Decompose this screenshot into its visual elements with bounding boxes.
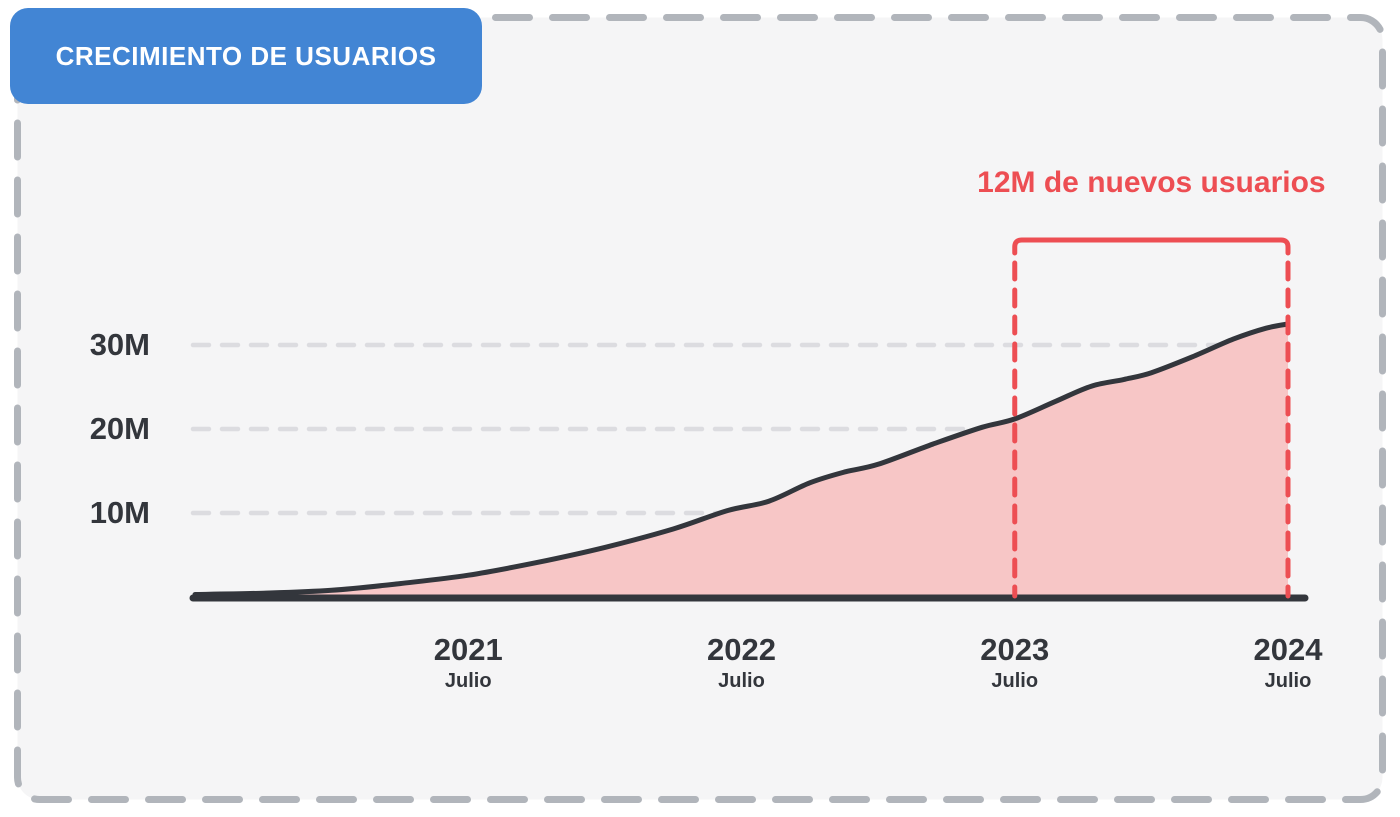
x-axis-month: Julio [718,669,765,692]
title-badge: CRECIMIENTO DE USUARIOS [10,8,482,104]
x-axis-month: Julio [991,669,1039,692]
growth-line [192,321,1291,597]
x-axis-label-2023: 2023 Julio [980,632,1050,693]
x-axis-year: 2021 [433,632,503,667]
x-axis-label-2021: 2021 Julio [433,632,503,693]
x-axis-label-2024: 2024 Julio [1253,632,1323,693]
growth-area-fill [195,324,1288,597]
y-axis-label-30M: 30M [89,327,150,362]
annotation-bracket [1012,237,1291,256]
x-axis-year: 2023 [980,632,1050,667]
y-axis-label-20M: 20M [89,411,150,446]
y-axis-label-10M: 10M [89,495,150,530]
annotation-label: 12M de nuevos usuarios [977,166,1326,199]
panel-dashed-border [14,14,1386,803]
x-axis-month: Julio [444,669,492,692]
panel-background [17,17,1383,800]
chart-title: CRECIMIENTO DE USUARIOS [55,40,437,71]
x-axis-month: Julio [1264,669,1312,692]
x-axis-label-2022: 2022 Julio [707,632,776,693]
x-axis-year: 2024 [1253,632,1323,667]
x-axis-year: 2022 [707,632,776,667]
